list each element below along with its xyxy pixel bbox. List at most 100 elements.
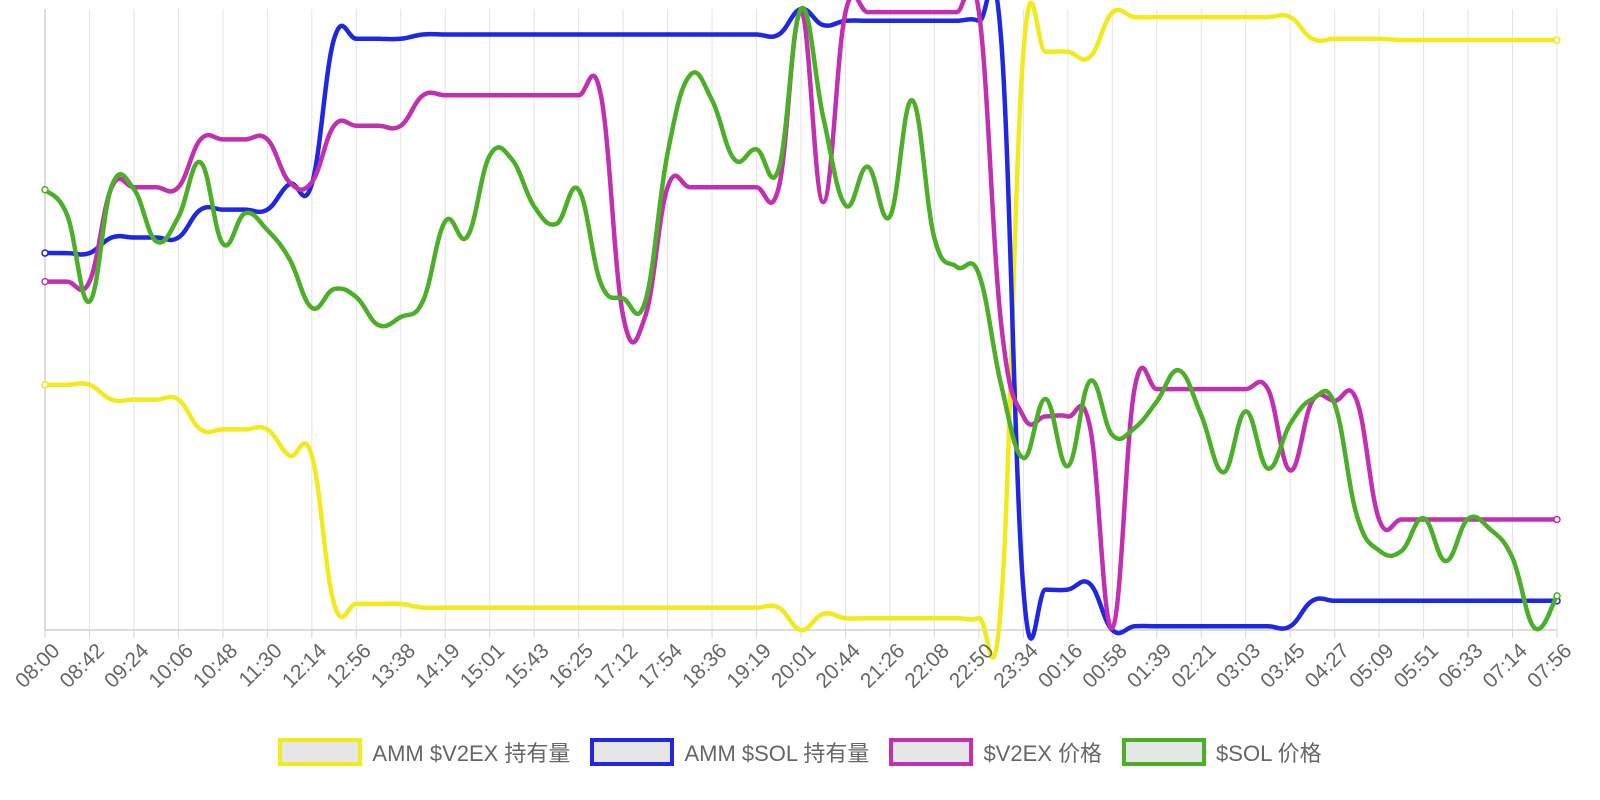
x-tick-label: 10:48 (189, 639, 242, 692)
data-point (710, 98, 714, 103)
data-point (487, 605, 492, 610)
data-point (1377, 36, 1381, 41)
data-point (421, 93, 425, 98)
legend-item[interactable]: $V2EX 价格 (889, 736, 1102, 768)
legend-item[interactable]: $SOL 价格 (1122, 736, 1322, 768)
series-1 (41, 0, 1561, 660)
data-point (888, 18, 892, 23)
data-point (1154, 399, 1159, 404)
data-point (687, 32, 692, 37)
data-point (754, 32, 759, 37)
data-point (821, 115, 826, 119)
legend-swatch (278, 738, 363, 766)
data-point (1377, 517, 1381, 522)
data-point (1243, 387, 1248, 391)
legend-label: $V2EX 价格 (983, 741, 1103, 766)
x-tick-label: 00:16 (1034, 639, 1087, 692)
data-point (1553, 515, 1561, 524)
data-point (977, 616, 981, 621)
data-point (465, 32, 470, 37)
x-tick-label: 11:30 (234, 639, 286, 691)
data-point (487, 32, 492, 37)
data-point (1199, 413, 1204, 417)
data-point (487, 153, 492, 158)
data-point (554, 93, 559, 98)
x-tick-label: 08:42 (55, 639, 108, 692)
x-tick-labels: 08:0008:4209:2410:0610:4811:3012:1412:56… (11, 639, 1576, 693)
x-tick-label: 22:08 (900, 639, 953, 692)
legend-item[interactable]: AMM $V2EX 持有量 (278, 736, 570, 768)
data-point (1510, 517, 1515, 522)
x-tick-label: 07:14 (1479, 639, 1533, 693)
data-point (1065, 414, 1070, 419)
data-point (1154, 624, 1159, 629)
data-point (221, 137, 225, 142)
data-point (1266, 15, 1270, 19)
data-point (799, 628, 803, 632)
data-point (1021, 587, 1026, 592)
data-point (621, 296, 625, 301)
data-point (776, 605, 781, 610)
data-point (1288, 15, 1293, 19)
data-point (1399, 549, 1404, 553)
data-point (287, 453, 292, 458)
data-point (1177, 624, 1181, 629)
legend-swatch (590, 738, 675, 766)
data-point (1065, 587, 1070, 592)
data-point (354, 602, 359, 606)
data-point (265, 207, 270, 212)
data-point (1199, 15, 1204, 19)
data-point (599, 93, 603, 98)
data-point (1332, 402, 1337, 406)
data-point (1110, 10, 1115, 15)
data-point (41, 249, 49, 257)
data-point (243, 211, 247, 216)
data-point (154, 185, 159, 190)
x-tick-label: 16:25 (545, 639, 598, 692)
data-point (376, 36, 381, 41)
data-point (1043, 414, 1048, 419)
x-tick-label: 09:24 (100, 639, 154, 693)
data-point (332, 287, 336, 291)
x-tick-label: 19:19 (723, 639, 776, 692)
data-point (265, 137, 270, 142)
data-point (65, 279, 70, 284)
data-point (1488, 527, 1493, 532)
data-point (354, 36, 359, 41)
data-point (309, 305, 314, 310)
legend-item[interactable]: AMM $SOL 持有量 (590, 736, 869, 768)
legend-label: $SOL 价格 (1216, 741, 1322, 766)
data-point (1221, 470, 1226, 475)
data-point (554, 222, 559, 226)
x-tick-label: 03:03 (1212, 639, 1265, 692)
data-point (1377, 598, 1381, 603)
x-tick-label: 17:54 (634, 639, 688, 693)
data-point (621, 313, 625, 318)
x-tick-label: 21:26 (856, 639, 909, 692)
data-point (687, 73, 692, 78)
data-point (65, 213, 70, 218)
data-point (1332, 598, 1337, 603)
data-point (1132, 15, 1137, 19)
data-point (999, 602, 1003, 606)
data-point (1221, 387, 1226, 391)
series-layer (41, 0, 1561, 660)
data-point (1043, 397, 1048, 401)
data-point (1443, 559, 1448, 563)
x-tick-label: 06:33 (1434, 639, 1487, 692)
data-point (1132, 426, 1137, 431)
data-point (799, 7, 803, 11)
data-point (1443, 517, 1448, 522)
data-point (287, 180, 292, 185)
data-point (1532, 517, 1537, 522)
data-point (176, 215, 181, 219)
data-point (1088, 425, 1092, 430)
data-point (109, 397, 114, 402)
data-point (977, 272, 981, 277)
data-point (1488, 38, 1493, 42)
data-point (1110, 433, 1115, 437)
data-point (1243, 409, 1248, 414)
data-point (1243, 15, 1248, 19)
data-point (1532, 626, 1537, 630)
